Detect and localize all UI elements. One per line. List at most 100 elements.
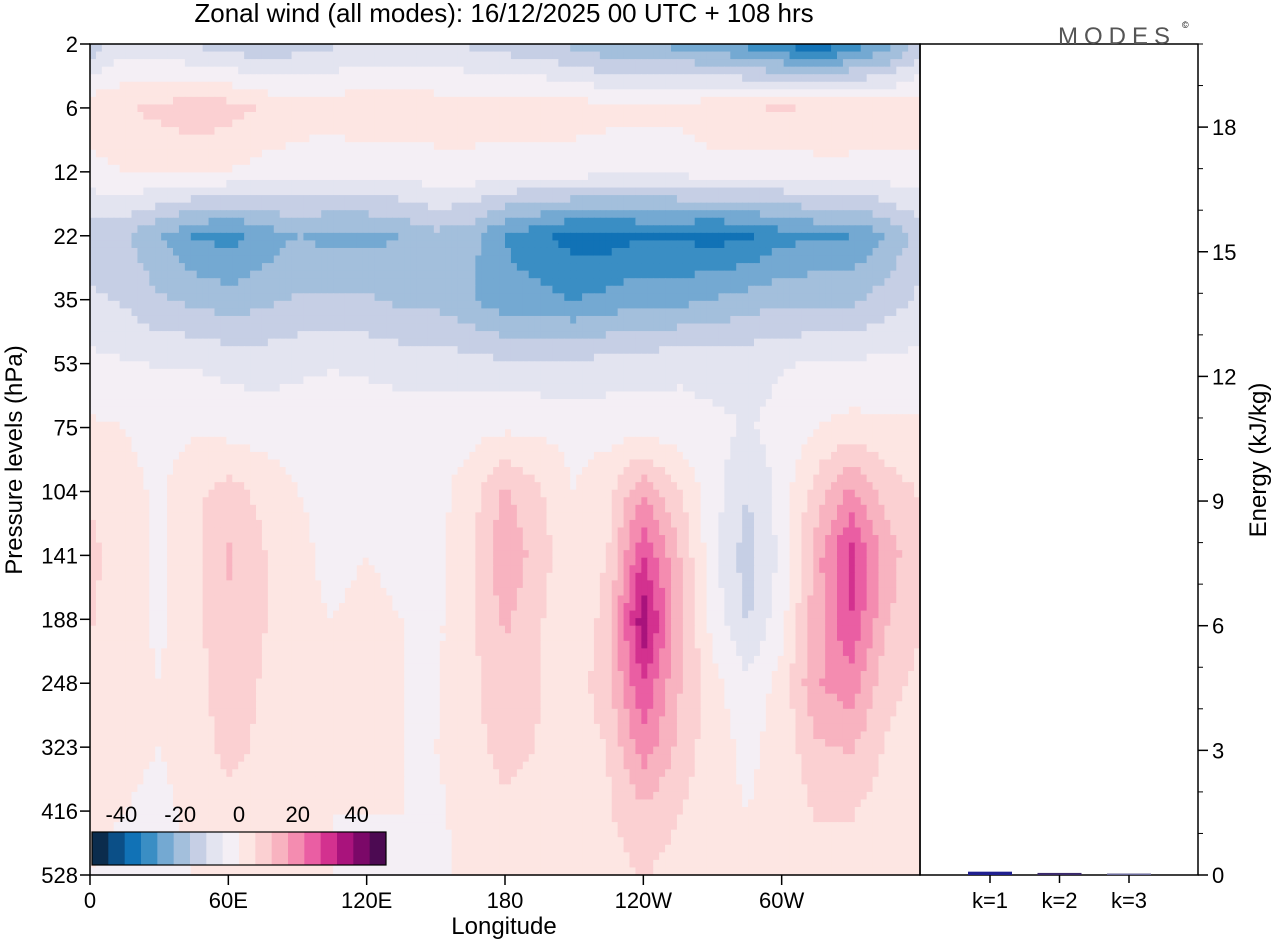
wind-cell	[214, 285, 222, 294]
wind-cell	[149, 44, 156, 53]
wind-cell	[315, 285, 322, 294]
wind-cell	[113, 300, 121, 309]
wind-cell	[285, 89, 293, 98]
wind-cell	[202, 255, 210, 264]
wind-cell	[605, 247, 613, 257]
wind-cell	[914, 51, 921, 60]
wind-cell	[244, 247, 251, 257]
wind-cell	[167, 225, 174, 234]
wind-cell	[273, 300, 281, 309]
wind-cell	[487, 96, 494, 106]
wind-cell	[724, 217, 731, 226]
wind-cell	[279, 270, 287, 279]
wind-cell	[309, 179, 316, 189]
wind-cell	[380, 89, 388, 98]
wind-cell	[884, 217, 891, 226]
wind-cell	[653, 164, 660, 174]
wind-cell	[647, 142, 654, 151]
wind-cell	[445, 308, 453, 317]
wind-cell	[837, 119, 844, 128]
wind-cell	[315, 278, 322, 287]
wind-cell	[712, 119, 720, 128]
wind-cell	[801, 157, 808, 166]
wind-cell	[392, 59, 399, 68]
wind-cell	[671, 96, 678, 106]
wind-cell	[593, 119, 601, 128]
wind-cell	[386, 89, 393, 98]
wind-cell	[303, 202, 310, 211]
wind-cell	[433, 255, 441, 264]
wind-cell	[303, 225, 310, 234]
wind-cell	[748, 172, 755, 181]
wind-cell	[582, 179, 589, 189]
wind-cell	[167, 81, 174, 90]
wind-cell	[706, 202, 714, 211]
wind-cell	[647, 187, 654, 196]
wind-cell	[582, 96, 589, 106]
wind-cell	[214, 164, 222, 174]
wind-cell	[676, 142, 684, 151]
wind-cell	[611, 240, 619, 249]
wind-cell	[771, 187, 779, 196]
wind-cell	[386, 142, 393, 151]
wind-cell	[712, 293, 720, 302]
wind-cell	[730, 157, 737, 166]
wind-cell	[469, 164, 476, 174]
wind-cell	[113, 149, 121, 158]
wind-cell	[623, 127, 631, 136]
wind-cell	[641, 263, 648, 272]
wind-cell	[516, 225, 524, 234]
wind-cell	[196, 66, 204, 75]
wind-cell	[380, 81, 388, 90]
wind-cell	[451, 179, 459, 189]
wind-cell	[119, 96, 127, 106]
wind-cell	[445, 255, 453, 264]
wind-cell	[837, 210, 844, 219]
wind-cell	[190, 149, 198, 158]
wind-cell	[540, 44, 548, 53]
wind-cell	[653, 247, 660, 257]
wind-cell	[285, 179, 293, 189]
wind-cell	[665, 127, 672, 136]
wind-cell	[896, 240, 903, 249]
wind-cell	[534, 111, 542, 121]
wind-cell	[137, 210, 144, 219]
wind-cell	[653, 127, 660, 136]
wind-cell	[736, 225, 743, 234]
wind-cell	[184, 157, 192, 166]
wind-cell	[356, 119, 364, 128]
wind-cell	[90, 278, 97, 287]
wind-cell	[273, 74, 281, 83]
wind-cell	[759, 127, 767, 136]
wind-cell	[487, 240, 494, 249]
wind-cell	[748, 247, 755, 257]
wind-cell	[327, 89, 334, 98]
wind-cell	[759, 255, 767, 264]
wind-cell	[878, 127, 886, 136]
wind-cell	[890, 255, 897, 264]
wind-cell	[173, 217, 180, 226]
wind-cell	[837, 225, 844, 234]
wind-cell	[599, 270, 607, 279]
wind-cell	[487, 119, 494, 128]
wind-cell	[374, 149, 382, 158]
wind-cell	[113, 247, 121, 257]
wind-cell	[463, 232, 471, 242]
wind-cell	[374, 217, 382, 226]
wind-cell	[848, 202, 856, 211]
wind-cell	[386, 225, 393, 234]
wind-cell	[623, 142, 631, 151]
wind-cell	[896, 217, 903, 226]
wind-cell	[131, 127, 139, 136]
wind-cell	[273, 157, 281, 166]
wind-cell	[540, 202, 548, 211]
wind-cell	[783, 89, 791, 98]
wind-cell	[896, 134, 903, 143]
wind-cell	[754, 240, 761, 249]
wind-cell	[333, 127, 340, 136]
wind-cell	[173, 44, 180, 53]
wind-cell	[173, 179, 180, 189]
wind-cell	[303, 179, 310, 189]
wind-cell	[801, 149, 808, 158]
wind-cell	[837, 59, 844, 68]
